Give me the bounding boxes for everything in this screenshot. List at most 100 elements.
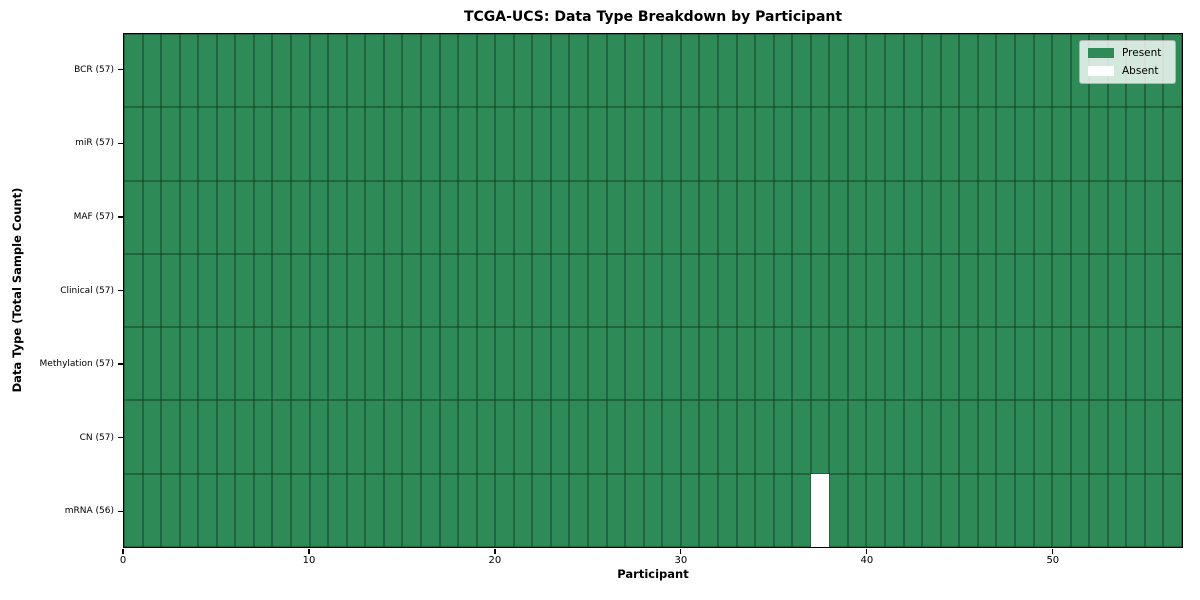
heatmap-cell-BCR-p0 [124,34,143,108]
heatmap-cell-Clinical-p44 [940,253,960,328]
heatmap-cell-BCR-p21 [513,34,533,108]
chart-title: TCGA-UCS: Data Type Breakdown by Partici… [463,9,843,25]
heatmap-cell-CN-p19 [476,400,496,474]
heatmap-cell-MAF-p46 [977,180,997,254]
heatmap-cell-MAF-p33 [736,180,756,254]
heatmap-cell-Methylation-p49 [1033,327,1053,401]
heatmap-cell-mRNA-p56 [1163,473,1182,547]
heatmap-cell-mRNA-p47 [996,473,1015,547]
heatmap-cell-Methylation-p33 [736,327,756,401]
heatmap-cell-Methylation-p41 [885,327,904,401]
heatmap-cell-Clinical-p23 [550,253,570,328]
y-tick-mark [118,363,123,365]
heatmap-cell-Clinical-p34 [755,253,774,328]
heatmap-cell-miR-p53 [1107,107,1127,181]
heatmap-cell-Methylation-p44 [940,327,960,401]
heatmap-cell-Clinical-p42 [903,253,923,328]
heatmap-cell-Methylation-p32 [717,327,737,401]
heatmap-cell-Clinical-p48 [1014,253,1034,328]
x-tick-mark [494,549,496,554]
heatmap-cell-BCR-p26 [606,34,626,108]
heatmap-grid [124,34,1182,547]
heatmap-cell-CN-p39 [847,400,867,474]
heatmap-cell-BCR-p8 [272,34,292,108]
heatmap-cell-MAF-p24 [569,180,589,254]
heatmap-cell-mRNA-p21 [513,473,533,547]
heatmap-cell-miR-p13 [365,107,384,181]
heatmap-cell-BCR-p10 [309,34,329,108]
heatmap-cell-CN-p34 [755,400,774,474]
heatmap-cell-Clinical-p4 [198,253,217,328]
heatmap-cell-Clinical-p3 [179,253,199,328]
heatmap-cell-miR-p12 [346,107,366,181]
heatmap-cell-mRNA-p8 [272,473,292,547]
heatmap-cell-Clinical-p49 [1033,253,1053,328]
heatmap-cell-MAF-p2 [161,180,180,254]
heatmap-cell-MAF-p6 [235,180,254,254]
heatmap-cell-CN-p53 [1107,400,1127,474]
heatmap-cell-CN-p41 [885,400,904,474]
heatmap-cell-Methylation-p17 [439,327,459,401]
heatmap-cell-mRNA-p28 [643,473,663,547]
heatmap-cell-MAF-p5 [216,180,236,254]
heatmap-cell-Methylation-p4 [198,327,217,401]
heatmap-cell-MAF-p16 [420,180,440,254]
heatmap-cell-MAF-p39 [847,180,867,254]
heatmap-cell-miR-p5 [216,107,236,181]
heatmap-cell-Clinical-p7 [253,253,273,328]
heatmap-cell-MAF-p49 [1033,180,1053,254]
heatmap-cell-BCR-p3 [179,34,199,108]
heatmap-cell-MAF-p52 [1089,180,1108,254]
heatmap-cell-miR-p25 [588,107,607,181]
heatmap-cell-MAF-p18 [458,180,477,254]
legend-label-absent: Absent [1122,65,1159,77]
heatmap-cell-mRNA-p15 [402,473,421,547]
heatmap-cell-MAF-p13 [365,180,384,254]
heatmap-cell-Methylation-p3 [179,327,199,401]
heatmap-cell-MAF-p10 [309,180,329,254]
y-tick-mark [118,142,123,144]
heatmap-cell-miR-p0 [124,107,143,181]
heatmap-cell-mRNA-p20 [495,473,514,547]
heatmap-cell-Clinical-p52 [1089,253,1108,328]
heatmap-cell-Methylation-p30 [680,327,700,401]
heatmap-cell-mRNA-p43 [922,473,941,547]
heatmap-cell-Clinical-p56 [1163,253,1182,328]
heatmap-cell-miR-p32 [717,107,737,181]
heatmap-cell-CN-p26 [606,400,626,474]
heatmap-cell-BCR-p23 [550,34,570,108]
heatmap-cell-miR-p28 [643,107,663,181]
heatmap-cell-mRNA-p49 [1033,473,1053,547]
heatmap-cell-Clinical-p43 [922,253,941,328]
heatmap-cell-Methylation-p11 [328,327,347,401]
heatmap-cell-mRNA-p35 [773,473,793,547]
heatmap-cell-mRNA-p46 [977,473,997,547]
heatmap-cell-Methylation-p46 [977,327,997,401]
heatmap-cell-Clinical-p53 [1107,253,1127,328]
heatmap-cell-CN-p45 [959,400,978,474]
heatmap-cell-miR-p26 [606,107,626,181]
heatmap-cell-mRNA-p1 [142,473,162,547]
heatmap-cell-Clinical-p2 [161,253,180,328]
heatmap-cell-MAF-p55 [1144,180,1164,254]
heatmap-cell-Clinical-p36 [792,253,811,328]
heatmap-cell-miR-p27 [625,107,644,181]
heatmap-cell-MAF-p48 [1014,180,1034,254]
heatmap-cell-MAF-p15 [402,180,421,254]
heatmap-cell-MAF-p4 [198,180,217,254]
heatmap-cell-Methylation-p42 [903,327,923,401]
heatmap-cell-Clinical-p13 [365,253,384,328]
y-tick-mark [118,510,123,512]
y-tick-mark [118,437,123,439]
heatmap-cell-miR-p8 [272,107,292,181]
heatmap-cell-mRNA-p16 [420,473,440,547]
heatmap-cell-CN-p14 [383,400,403,474]
heatmap-cell-miR-p33 [736,107,756,181]
heatmap-cell-mRNA-p26 [606,473,626,547]
heatmap-cell-Clinical-p21 [513,253,533,328]
heatmap-cell-MAF-p25 [588,180,607,254]
heatmap-cell-mRNA-p40 [866,473,886,547]
heatmap-cell-CN-p55 [1144,400,1164,474]
heatmap-cell-Clinical-p39 [847,253,867,328]
